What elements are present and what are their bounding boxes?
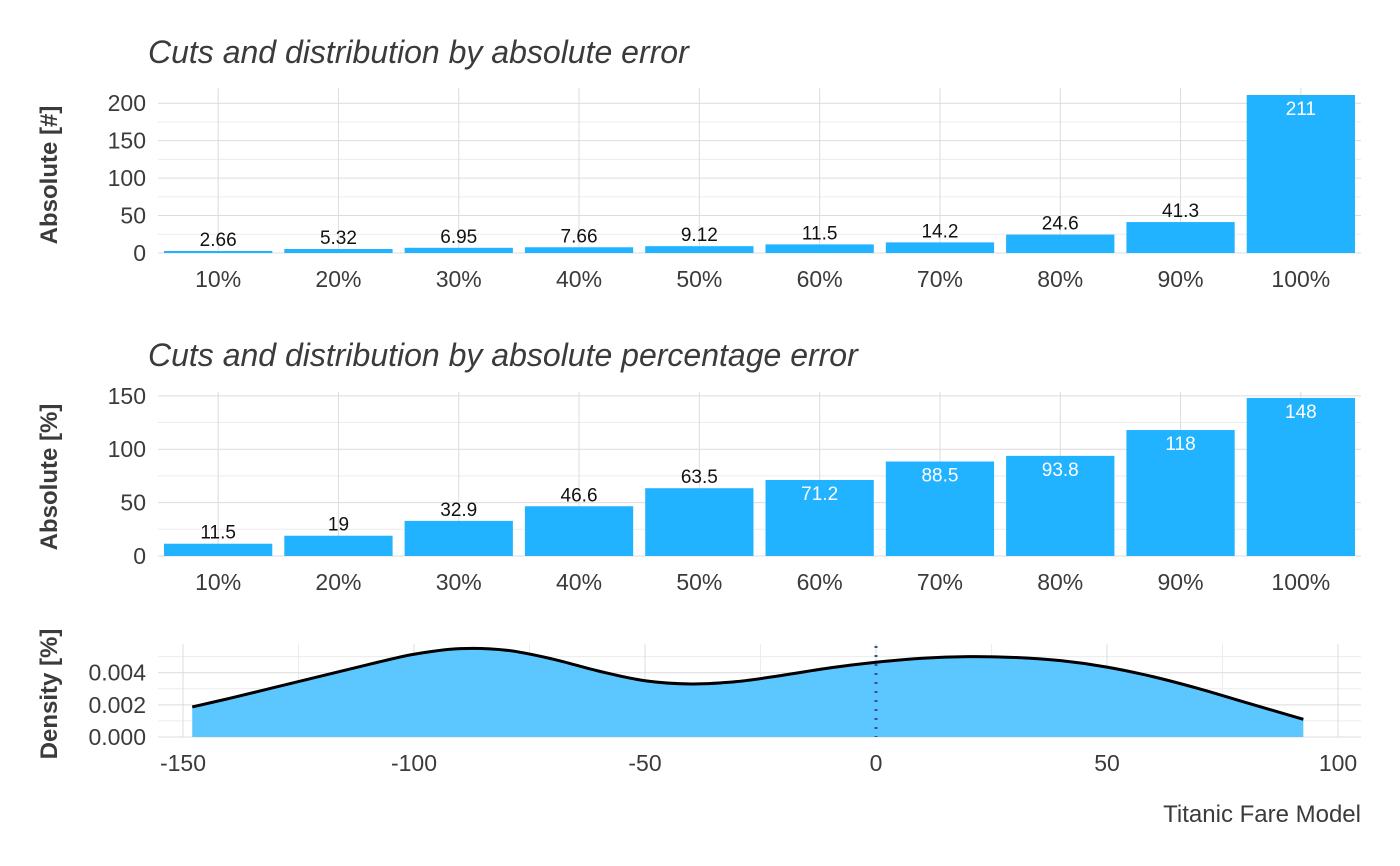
bar-data-label: 118: [1165, 434, 1195, 455]
x-tick-label: 40%: [556, 266, 602, 292]
bar: [284, 249, 393, 253]
bar-data-label: 19: [328, 515, 349, 536]
y-tick-label: 100: [108, 436, 146, 462]
x-tick-label: -100: [391, 750, 437, 776]
x-tick-label: 80%: [1037, 266, 1083, 292]
y-tick-label: 50: [120, 203, 146, 229]
y-tick-label: 50: [120, 490, 146, 516]
y-tick-label: 150: [108, 383, 146, 409]
bar: [645, 246, 754, 253]
bar-data-label: 148: [1285, 402, 1317, 423]
bar: [164, 543, 273, 556]
bar: [404, 247, 513, 253]
bar: [1006, 455, 1115, 556]
bar: [765, 244, 874, 253]
y-tick-label: 0: [133, 240, 146, 266]
bar: [1006, 234, 1115, 253]
x-tick-label: 0: [870, 750, 883, 776]
panel2-title: Cuts and distribution by absolute percen…: [148, 337, 859, 373]
bar: [1126, 222, 1235, 253]
x-tick-label: 20%: [315, 266, 361, 292]
bar-data-label: 5.32: [320, 228, 357, 249]
x-tick-label: 50%: [676, 569, 722, 595]
absolute-percentage-error-panel: Cuts and distribution by absolute percen…: [36, 337, 1361, 595]
y-tick-label: 150: [108, 128, 146, 154]
bar-data-label: 24.6: [1042, 214, 1079, 235]
bar-data-label: 93.8: [1042, 460, 1079, 481]
x-tick-label: 10%: [195, 266, 241, 292]
y-tick-label: 0: [133, 543, 146, 569]
x-tick-label: 50%: [676, 266, 722, 292]
bar-data-label: 211: [1286, 99, 1316, 120]
bar: [1246, 95, 1355, 253]
bar-data-label: 63.5: [681, 467, 718, 488]
bar-data-label: 7.66: [561, 226, 598, 247]
bar: [885, 461, 995, 556]
x-tick-label: 90%: [1158, 266, 1204, 292]
x-tick-label: 100: [1319, 750, 1357, 776]
y-tick-label: 0.004: [88, 660, 146, 686]
x-tick-label: 10%: [195, 569, 241, 595]
bar: [284, 535, 393, 556]
bar-data-label: 11.5: [802, 223, 838, 244]
panel1-title: Cuts and distribution by absolute error: [148, 34, 690, 70]
bar-data-label: 46.6: [561, 485, 598, 506]
bar: [1126, 430, 1235, 556]
x-tick-label: -50: [628, 750, 661, 776]
panel3-ylabel: Density [%]: [36, 629, 63, 760]
x-tick-label: 40%: [556, 569, 602, 595]
caption: Titanic Fare Model: [1163, 801, 1361, 828]
x-tick-label: 30%: [436, 569, 482, 595]
x-tick-label: 100%: [1271, 569, 1330, 595]
bar-data-label: 11.5: [200, 523, 236, 544]
bar: [524, 506, 634, 556]
bar-data-label: 88.5: [921, 466, 958, 487]
bar-data-label: 9.12: [681, 225, 718, 246]
density-panel: 0.000 0.002 0.004 -150 -100 -50 0 50 100 Densit…: [36, 629, 1361, 776]
bar-data-label: 41.3: [1162, 201, 1199, 222]
bar: [404, 520, 513, 556]
bar: [885, 242, 995, 253]
bar-data-label: 2.66: [200, 230, 237, 251]
density-area: [192, 648, 1304, 737]
panel2-ylabel: Absolute [%]: [36, 404, 63, 551]
x-tick-label: 50: [1094, 750, 1120, 776]
bar: [164, 251, 273, 253]
y-tick-label: 100: [108, 165, 146, 191]
bar-data-label: 14.2: [921, 221, 958, 242]
x-tick-label: -150: [160, 750, 206, 776]
bar-data-label: 71.2: [801, 484, 838, 505]
y-tick-label: 0.000: [88, 724, 146, 750]
bar: [645, 488, 754, 556]
bar: [765, 479, 874, 556]
bar: [524, 247, 634, 253]
panel1-ylabel: Absolute [#]: [36, 106, 63, 245]
x-tick-label: 90%: [1158, 569, 1204, 595]
absolute-error-panel: Cuts and distribution by absolute error …: [36, 34, 1361, 292]
bar-data-label: 6.95: [440, 227, 477, 248]
bar-data-label: 32.9: [440, 500, 477, 521]
x-tick-label: 80%: [1037, 569, 1083, 595]
bar: [1246, 398, 1355, 556]
x-tick-label: 70%: [917, 266, 963, 292]
x-tick-label: 70%: [917, 569, 963, 595]
x-tick-label: 100%: [1271, 266, 1330, 292]
y-tick-label: 0.002: [88, 692, 146, 718]
x-tick-label: 60%: [797, 569, 843, 595]
x-tick-label: 30%: [436, 266, 482, 292]
x-tick-label: 60%: [797, 266, 843, 292]
density-line: [191, 646, 1304, 721]
y-tick-label: 200: [108, 90, 146, 116]
x-tick-label: 20%: [315, 569, 361, 595]
